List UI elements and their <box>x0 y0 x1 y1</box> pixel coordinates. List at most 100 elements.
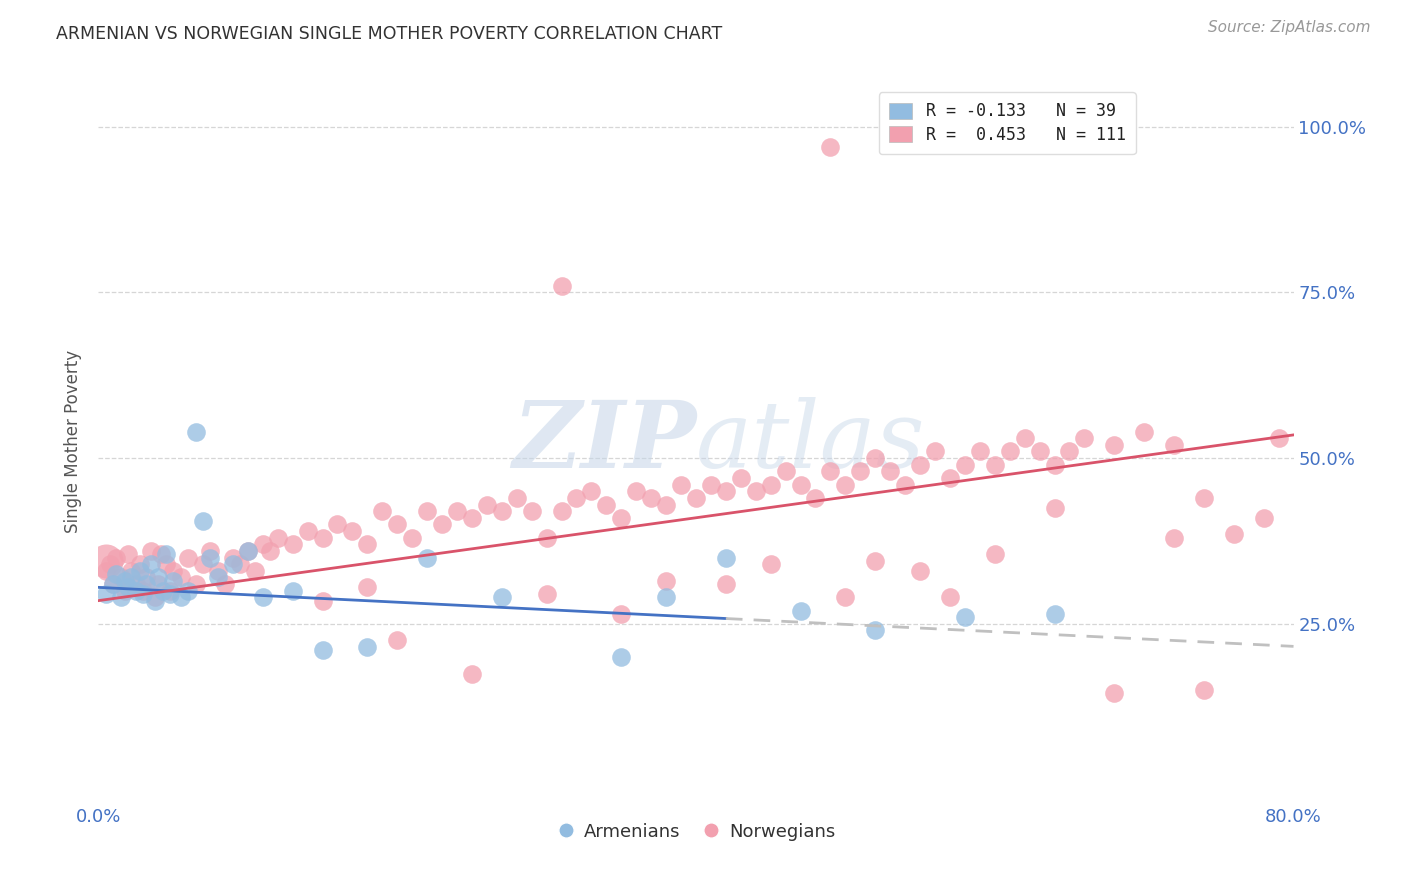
Point <box>1267 431 1289 445</box>
Point <box>759 477 782 491</box>
Point <box>745 484 768 499</box>
Point <box>953 458 976 472</box>
Point <box>789 477 811 491</box>
Point <box>135 570 157 584</box>
Point <box>356 580 378 594</box>
Point <box>714 484 737 499</box>
Point <box>491 504 513 518</box>
Point <box>506 491 529 505</box>
Point <box>120 570 142 584</box>
Point <box>1223 527 1246 541</box>
Point <box>191 557 214 571</box>
Point <box>865 554 887 568</box>
Point <box>461 510 484 524</box>
Point <box>311 593 333 607</box>
Point <box>655 498 678 512</box>
Point <box>103 577 125 591</box>
Point <box>105 567 128 582</box>
Point <box>430 517 453 532</box>
Point <box>105 550 128 565</box>
Text: ARMENIAN VS NORWEGIAN SINGLE MOTHER POVERTY CORRELATION CHART: ARMENIAN VS NORWEGIAN SINGLE MOTHER POVE… <box>56 25 723 43</box>
Point <box>155 547 177 561</box>
Point <box>685 491 707 505</box>
Point <box>834 591 856 605</box>
Point <box>103 577 125 591</box>
Point <box>879 464 901 478</box>
Point <box>1043 500 1066 515</box>
Point <box>610 510 633 524</box>
Point <box>184 425 207 439</box>
Point <box>236 544 259 558</box>
Point <box>252 537 274 551</box>
Point <box>132 583 155 598</box>
Point <box>1073 431 1095 445</box>
Point <box>565 491 588 505</box>
Point <box>984 547 1007 561</box>
Point <box>1043 607 1066 621</box>
Point <box>342 524 364 538</box>
Point <box>177 550 200 565</box>
Point <box>385 633 409 648</box>
Point <box>245 564 267 578</box>
Point <box>117 547 139 561</box>
Point <box>789 603 811 617</box>
Point <box>401 531 423 545</box>
Point <box>356 537 378 551</box>
Point <box>98 557 122 571</box>
Text: ZIP: ZIP <box>512 397 696 486</box>
Point <box>143 593 166 607</box>
Point <box>520 504 543 518</box>
Point <box>148 577 170 591</box>
Point <box>1163 531 1185 545</box>
Point <box>222 557 245 571</box>
Point <box>595 498 617 512</box>
Point <box>461 666 484 681</box>
Point <box>865 624 887 638</box>
Point <box>143 591 166 605</box>
Point <box>924 444 946 458</box>
Point <box>984 458 1007 472</box>
Point <box>385 517 409 532</box>
Point <box>1192 491 1215 505</box>
Point <box>655 591 678 605</box>
Point <box>114 574 136 588</box>
Point <box>200 544 222 558</box>
Point <box>184 577 207 591</box>
Point <box>281 583 304 598</box>
Point <box>581 484 603 499</box>
Point <box>759 557 782 571</box>
Point <box>214 577 236 591</box>
Point <box>135 577 157 591</box>
Point <box>626 484 648 499</box>
Point <box>491 591 513 605</box>
Point <box>894 477 917 491</box>
Point <box>475 498 498 512</box>
Point <box>252 591 274 605</box>
Point <box>159 587 181 601</box>
Point <box>610 607 633 621</box>
Point <box>446 504 468 518</box>
Point <box>700 477 723 491</box>
Point <box>1104 686 1126 700</box>
Point <box>416 504 439 518</box>
Point <box>259 544 281 558</box>
Point <box>139 544 162 558</box>
Point <box>1028 444 1050 458</box>
Point <box>969 444 991 458</box>
Point <box>669 477 692 491</box>
Point <box>834 477 856 491</box>
Point <box>939 471 962 485</box>
Point <box>311 531 333 545</box>
Point <box>820 139 842 153</box>
Point <box>236 544 259 558</box>
Point <box>94 587 117 601</box>
Point <box>129 557 152 571</box>
Y-axis label: Single Mother Poverty: Single Mother Poverty <box>65 350 83 533</box>
Point <box>129 564 152 578</box>
Point <box>200 550 222 565</box>
Point <box>169 591 191 605</box>
Point <box>550 278 572 293</box>
Point <box>148 570 170 584</box>
Point <box>267 531 290 545</box>
Point <box>416 550 439 565</box>
